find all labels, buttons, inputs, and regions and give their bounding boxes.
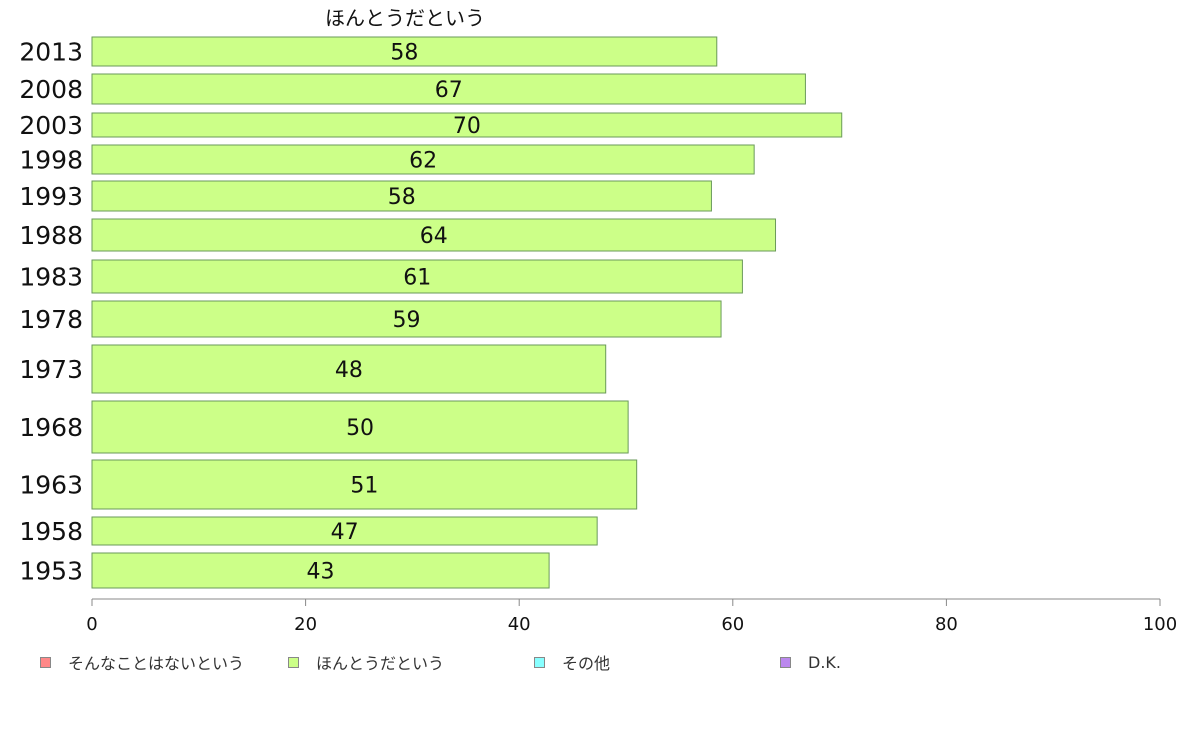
legend-swatch-sonna — [40, 656, 51, 668]
value-label-1993: 58 — [388, 185, 416, 210]
value-label-1958: 47 — [331, 520, 359, 545]
value-label-1983: 61 — [403, 266, 431, 291]
x-tick-label-60: 60 — [721, 614, 744, 635]
bar-1963 — [91, 459, 638, 510]
year-label-1968: 1968 — [19, 413, 83, 442]
x-tick-label-100: 100 — [1143, 614, 1177, 635]
legend-swatch-dk — [780, 656, 791, 668]
bar-1968 — [91, 400, 629, 454]
bar-1978 — [91, 300, 722, 338]
bar-1993 — [91, 180, 712, 212]
bar-1983 — [91, 259, 743, 294]
value-label-2013: 58 — [390, 41, 418, 66]
year-label-1993: 1993 — [19, 182, 83, 211]
value-label-1963: 51 — [350, 474, 378, 499]
legend-swatch-hontou — [288, 656, 299, 668]
x-tick-label-0: 0 — [86, 614, 97, 635]
year-label-1973: 1973 — [19, 355, 83, 384]
value-label-1998: 62 — [409, 149, 437, 174]
x-tick-label-20: 20 — [294, 614, 317, 635]
value-label-1978: 59 — [393, 308, 421, 333]
legend-swatch-sonota — [534, 656, 545, 668]
year-label-2003: 2003 — [19, 111, 83, 140]
year-label-2008: 2008 — [19, 75, 83, 104]
bar-2013 — [91, 36, 718, 67]
x-tick-label-80: 80 — [935, 614, 958, 635]
year-labels-group: 2013 2008 2003 1998 1993 1988 1983 1978 1973 1968… — [19, 38, 83, 586]
value-label-2008: 67 — [435, 78, 463, 103]
legend-label-hontou: ほんとうだという — [316, 654, 445, 673]
bar-1988 — [91, 218, 777, 252]
x-tick-label-40: 40 — [508, 614, 531, 635]
legend-item-sonota: その他 — [534, 652, 611, 673]
bar-2003 — [91, 112, 843, 138]
year-label-1953: 1953 — [19, 557, 83, 586]
year-label-1998: 1998 — [19, 146, 83, 175]
bar-1973 — [91, 344, 607, 394]
value-label-1953: 43 — [307, 560, 335, 585]
bar-1998 — [91, 144, 755, 175]
chart-title: ほんとうだという — [325, 6, 485, 30]
legend-label-dk: D.K. — [808, 652, 841, 672]
bar-2008 — [91, 73, 806, 105]
legend-item-sonna: そんなことはないという — [40, 652, 245, 673]
bar-1953 — [91, 552, 550, 589]
bars-group — [91, 36, 843, 589]
year-label-1963: 1963 — [19, 471, 83, 500]
legend: そんなことはないという ほんとうだという その他 D.K. — [0, 652, 1188, 673]
value-label-1988: 64 — [420, 224, 448, 249]
bar-1958 — [91, 516, 598, 546]
value-label-1973: 48 — [335, 358, 363, 383]
value-label-1968: 50 — [346, 416, 374, 441]
year-label-2013: 2013 — [19, 38, 83, 67]
value-label-2003: 70 — [453, 114, 481, 139]
year-label-1978: 1978 — [19, 305, 83, 334]
legend-label-sonota: その他 — [562, 654, 611, 673]
year-label-1958: 1958 — [19, 517, 83, 546]
legend-label-sonna: そんなことはないという — [68, 654, 245, 673]
legend-item-hontou: ほんとうだという — [288, 652, 445, 673]
legend-item-dk: D.K. — [780, 652, 841, 672]
year-label-1988: 1988 — [19, 221, 83, 250]
x-axis: 0 20 40 60 80 100 — [86, 598, 1177, 635]
year-label-1983: 1983 — [19, 263, 83, 292]
